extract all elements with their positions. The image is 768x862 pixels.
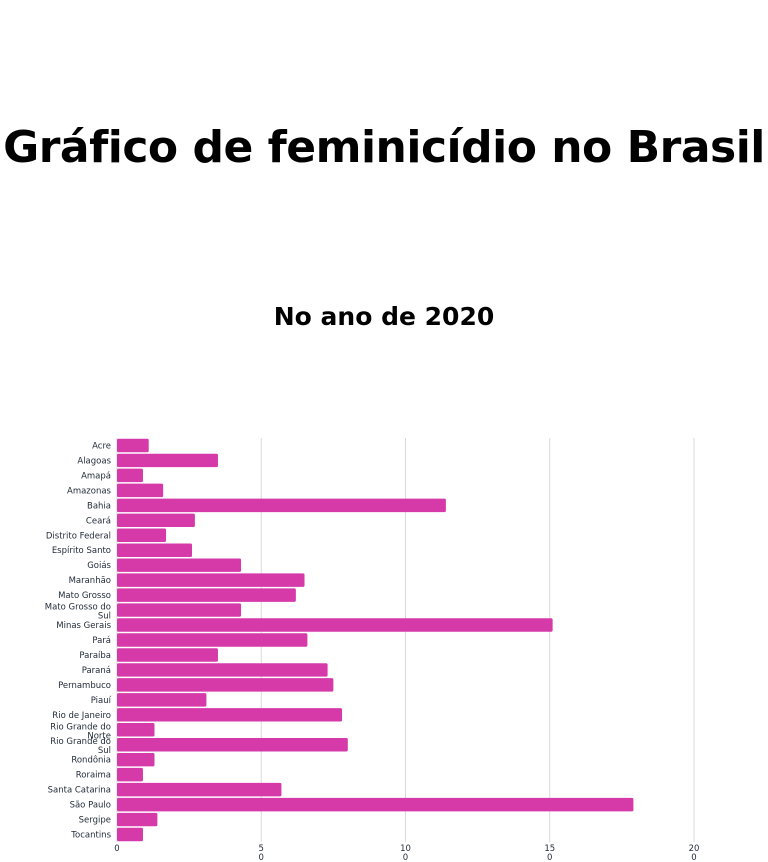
category-label: Piauí — [91, 696, 112, 706]
bar — [117, 708, 343, 722]
x-tick-labels: 0 5 0 10 0 15 0 20 0 — [114, 844, 699, 862]
category-label: Roraima — [76, 771, 111, 781]
category-labels: Acre Alagoas Amapá Amazonas Bahia Ceará Distri… — [45, 441, 112, 840]
category-label: Alagoas — [77, 456, 111, 466]
category-label: Tocantins — [70, 831, 111, 841]
category-label: Mato Grosso — [58, 591, 111, 601]
bar — [117, 812, 158, 827]
bar — [117, 678, 334, 692]
category-label: Minas Gerais — [56, 621, 111, 631]
bar — [117, 782, 282, 797]
bar — [117, 558, 242, 572]
bars — [117, 438, 634, 842]
x-tick-label: 15 0 — [544, 844, 555, 862]
category-label: Maranhão — [69, 576, 111, 586]
bar — [117, 513, 195, 528]
category-label: Pernambuco — [58, 681, 111, 691]
category-label: Rio Grande do Sul — [50, 737, 111, 756]
bar — [117, 693, 207, 707]
bar — [117, 588, 296, 602]
category-label: Rondônia — [71, 755, 111, 766]
category-label: Acre — [92, 441, 111, 451]
category-label: Rio de Janeiro — [52, 711, 111, 721]
x-tick-label: 20 0 — [689, 844, 700, 862]
category-label: Santa Catarina — [48, 786, 111, 796]
bar — [117, 767, 143, 782]
category-label: Goiás — [87, 561, 111, 571]
category-label: Paraná — [82, 666, 111, 676]
bar — [117, 648, 218, 662]
bar — [117, 573, 305, 587]
category-label: Sergipe — [79, 816, 111, 826]
category-label: Amapá — [81, 471, 111, 481]
category-label: Amazonas — [67, 486, 112, 496]
bar — [117, 723, 155, 737]
bar — [117, 453, 218, 468]
bar — [117, 618, 553, 632]
category-label: Paraíba — [79, 651, 111, 661]
bar — [117, 827, 143, 842]
bar — [117, 738, 348, 752]
bar — [117, 483, 164, 498]
bar — [117, 752, 155, 767]
bar — [117, 528, 167, 542]
page-subtitle: No ano de 2020 — [273, 302, 495, 331]
category-label: São Paulo — [70, 801, 111, 811]
bar — [117, 633, 308, 647]
bar — [117, 543, 193, 557]
x-tick-label: 10 0 — [400, 844, 411, 862]
category-label: Distrito Federal — [46, 531, 111, 541]
category-label: Espírito Santo — [52, 546, 111, 556]
category-label: Bahia — [87, 501, 111, 511]
bar — [117, 663, 328, 677]
category-label: Ceará — [86, 516, 111, 526]
bar — [117, 498, 446, 513]
category-label: Rio Grande do Norte — [50, 722, 111, 741]
bar — [117, 438, 149, 453]
category-label: Mato Grosso do Sul — [45, 603, 111, 622]
bar — [117, 797, 634, 812]
bar — [117, 468, 143, 483]
x-tick-label: 0 — [114, 844, 119, 854]
category-label: Pará — [92, 636, 111, 646]
bar — [117, 603, 242, 617]
page-title: Gráfico de feminicídio no Brasil — [3, 122, 765, 173]
